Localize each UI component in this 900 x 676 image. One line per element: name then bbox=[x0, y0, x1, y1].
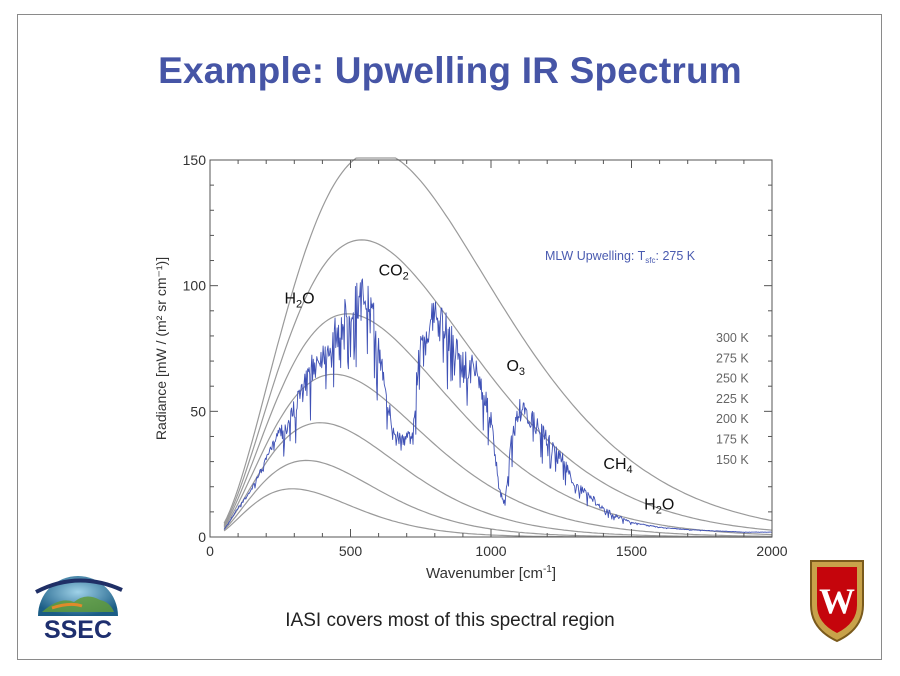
gas-label: O3 bbox=[506, 358, 525, 378]
x-tick-label: 1000 bbox=[475, 543, 506, 559]
x-tick-label: 1500 bbox=[616, 543, 647, 559]
x-axis-label: Wavenumber [cm-1] bbox=[426, 564, 556, 582]
planck-label-200k: 200 K bbox=[716, 412, 749, 426]
planck-curve-175k bbox=[223, 459, 772, 538]
gas-label: CO2 bbox=[379, 263, 409, 283]
planck-curve-200k bbox=[223, 422, 772, 538]
crest-letter: W bbox=[819, 581, 855, 621]
planck-label-175k: 175 K bbox=[716, 433, 749, 447]
planck-label-225k: 225 K bbox=[716, 392, 749, 406]
orange-swoosh bbox=[51, 602, 83, 610]
radiance-spectrum-line bbox=[223, 278, 773, 533]
planck-curve-275k bbox=[223, 239, 773, 531]
planck-label-300k: 300 K bbox=[716, 331, 749, 345]
x-tick-label: 2000 bbox=[756, 543, 787, 559]
model-label: MLW Upwelling: Tsfc: 275 K bbox=[545, 249, 696, 265]
planck-curve-225k bbox=[223, 373, 772, 537]
ssec-logo-text: SSEC bbox=[44, 616, 112, 642]
plot-frame bbox=[209, 159, 773, 538]
spectrum-series bbox=[223, 278, 773, 533]
gas-label: H2O bbox=[284, 290, 314, 310]
orbit-arc bbox=[35, 578, 123, 594]
gas-label: H2O bbox=[644, 496, 674, 516]
x-tick-label: 500 bbox=[339, 543, 363, 559]
y-tick-label: 50 bbox=[190, 403, 206, 419]
y-tick-label: 0 bbox=[198, 529, 206, 545]
ssec-globe-logo: SSEC bbox=[35, 576, 123, 642]
planck-label-250k: 250 K bbox=[716, 372, 749, 386]
planck-label-275k: 275 K bbox=[716, 351, 749, 365]
chart-axes: 0 500 1000 1500 2000 0 50 100 150 Wavenumber [cm-… bbox=[153, 152, 788, 582]
y-tick-label: 100 bbox=[183, 278, 207, 294]
crest-inner bbox=[817, 567, 857, 633]
uw-crest-logo: W bbox=[810, 560, 864, 643]
gas-label: CH4 bbox=[603, 456, 632, 476]
slide-title: Example: Upwelling IR Spectrum bbox=[158, 50, 742, 91]
planck-label-150k: 150 K bbox=[716, 453, 749, 467]
chart-labels: MLW Upwelling: Tsfc: 275 K 300 K 275 K 250 … bbox=[284, 249, 749, 516]
planck-curve-300k bbox=[223, 157, 773, 524]
slide-caption: IASI covers most of this spectral region bbox=[285, 610, 615, 631]
x-tick-label: 0 bbox=[206, 543, 214, 559]
planck-curve-250k bbox=[223, 313, 773, 536]
slide-frame bbox=[17, 14, 882, 660]
y-axis-label: Radiance [mW / (m² sr cm⁻¹)] bbox=[153, 257, 169, 440]
y-tick-label: 150 bbox=[183, 152, 207, 168]
